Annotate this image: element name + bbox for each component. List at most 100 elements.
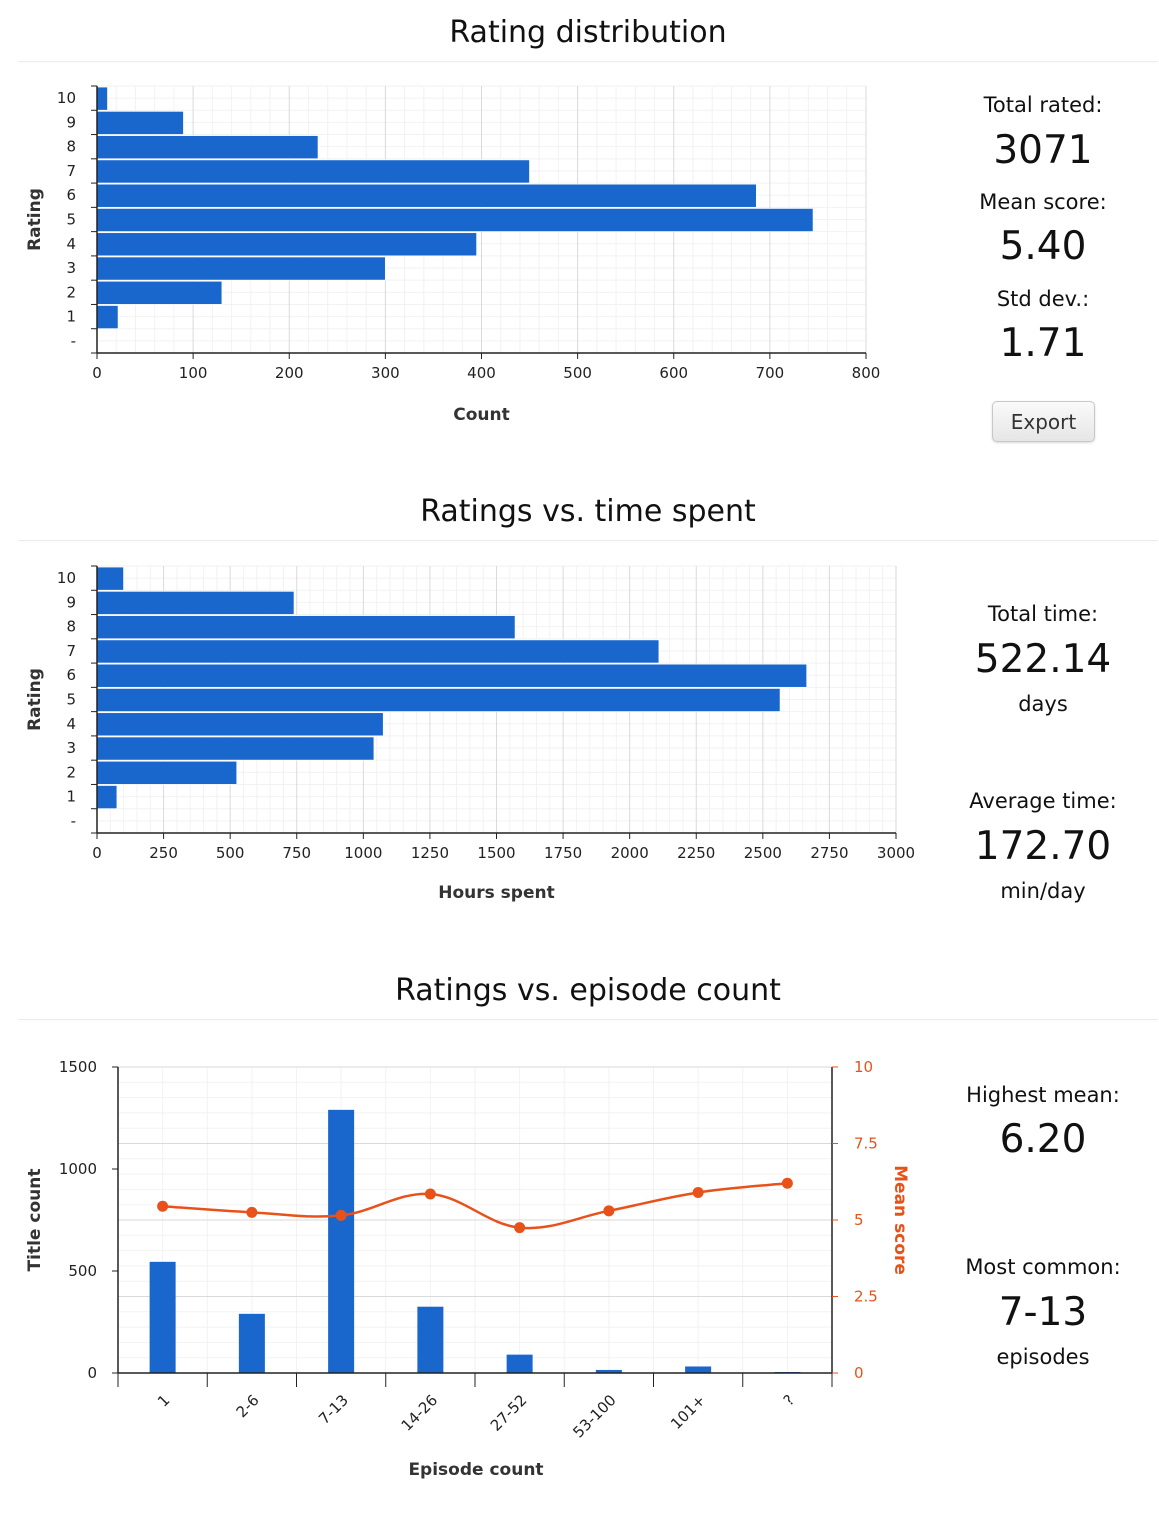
y-tick-label: 5 [66,211,76,229]
average-time-label: Average time: [969,789,1117,813]
std-dev-value: 1.71 [999,321,1087,366]
x-tick-label: 0 [92,844,102,862]
mean-score-point [157,1200,169,1212]
ratings-vs-time-chart: 0 250 500 750 1000 1250 1500 1750 2000 2250 2500 27… [25,565,915,903]
mean-score-point [246,1206,258,1218]
x-tick-label: 800 [852,364,881,382]
y-tick-label: 1 [66,308,76,326]
bar [328,1109,355,1373]
mean-score-label: Mean score: [979,190,1107,214]
total-time-value: 522.14 [974,637,1112,682]
x-tick-label: 700 [756,364,785,382]
most-common-label: Most common: [965,1255,1121,1279]
y-tick-label: 7 [66,642,76,660]
y-tick-label: 6 [66,186,76,204]
y-tick-label: 7 [66,162,76,180]
average-time-value: 172.70 [974,824,1112,869]
y-tick-label: 3 [66,259,76,277]
mean-score-point [514,1222,526,1234]
bar [417,1306,444,1373]
x-tick-label: 14-26 [398,1391,442,1435]
rating-distribution-chart: 0 100 200 300 400 500 600 700 800 - 1 2 3 4 5 6 7 8 9 10 Cou… [25,85,881,425]
mean-score-point [335,1209,347,1221]
y-tick-label: 4 [66,715,76,733]
x-tick-label: 500 [563,364,592,382]
mean-score-line [162,1182,788,1230]
y-tick-label: 10 [57,569,76,587]
section-divider [18,61,1158,62]
x-tick-label: 1250 [411,844,449,862]
total-time-label: Total time: [987,602,1099,626]
total-rated-value: 3071 [993,128,1093,173]
y-tick-label: - [71,812,76,830]
rating-distribution-section: Rating distribution 0 100 200 300 400 500 600 7… [0,0,1159,470]
y-axis-title: Rating [25,188,45,251]
x-tick-label: ? [780,1391,798,1409]
bar [595,1369,622,1373]
y-tick-label: 9 [66,113,76,131]
x-tick-label: 1 [154,1391,173,1410]
rating-distribution-title: Rating distribution [449,15,727,50]
x-tick-label: 600 [659,364,688,382]
x-tick-label: 300 [371,364,400,382]
x-tick-label: 2-6 [233,1391,263,1421]
std-dev-label: Std dev.: [996,287,1090,311]
y-tick-label: 8 [66,618,76,636]
ratings-vs-time-title: Ratings vs. time spent [420,494,756,529]
y-tick-label: - [71,332,76,350]
y2-tick-label: 2.5 [854,1288,878,1306]
x-tick-label: 27-52 [487,1391,531,1435]
y-tick-label: 0 [87,1364,97,1382]
y-tick-label: 2 [66,763,76,781]
y-tick-label: 8 [66,138,76,156]
highest-mean-label: Highest mean: [966,1083,1120,1107]
export-button[interactable]: Export [992,401,1095,442]
y2-tick-label: 0 [854,1364,864,1382]
x-tick-label: 400 [467,364,496,382]
y-tick-label: 2 [66,283,76,301]
x-tick-label: 2250 [677,844,715,862]
x-tick-label: 200 [275,364,304,382]
y-tick-label: 9 [66,593,76,611]
y-tick-label: 10 [57,89,76,107]
x-tick-label: 3000 [877,844,915,862]
x-tick-label: 7-13 [315,1391,352,1428]
x-axis-title: Hours spent [438,883,554,903]
y2-tick-label: 7.5 [854,1135,878,1153]
x-tick-label: 1000 [344,844,382,862]
section-divider [18,1019,1158,1020]
mean-score-point [781,1177,793,1189]
x-tick-label: 750 [282,844,311,862]
x-tick-label: 250 [149,844,178,862]
average-time-unit: min/day [1000,879,1086,903]
most-common-value: 7-13 [998,1290,1088,1335]
mean-score-point [424,1188,436,1200]
y2-axis-title: Mean score [890,1165,910,1275]
ratings-vs-episodes-title: Ratings vs. episode count [395,973,781,1008]
x-tick-label: 1500 [477,844,515,862]
y-tick-label: 5 [66,691,76,709]
x-tick-label: 1750 [544,844,582,862]
y2-tick-label: 5 [854,1211,864,1229]
bar [149,1261,176,1373]
x-tick-label: 0 [92,364,102,382]
y-tick-label: 3 [66,739,76,757]
mean-score-value: 5.40 [999,224,1087,269]
section-divider [18,540,1158,541]
y-tick-label: 500 [68,1262,97,1280]
bar [506,1354,533,1373]
y2-tick-label: 10 [854,1058,873,1076]
mean-score-point [692,1186,704,1198]
x-axis-title: Episode count [408,1460,543,1480]
mean-score-point [603,1205,615,1217]
ratings-vs-episodes-chart: 0 500 1000 1500 0 2.5 5 7.5 10 1 2-6 7-13 14-26 27-52… [25,1058,910,1480]
x-tick-label: 53-100 [569,1391,619,1441]
x-axis-title: Count [453,405,510,425]
y-tick-label: 6 [66,666,76,684]
most-common-unit: episodes [996,1345,1090,1369]
highest-mean-value: 6.20 [999,1117,1087,1162]
x-tick-label: 2750 [810,844,848,862]
total-time-unit: days [1018,692,1068,716]
y-axis-title: Title count [25,1169,45,1272]
